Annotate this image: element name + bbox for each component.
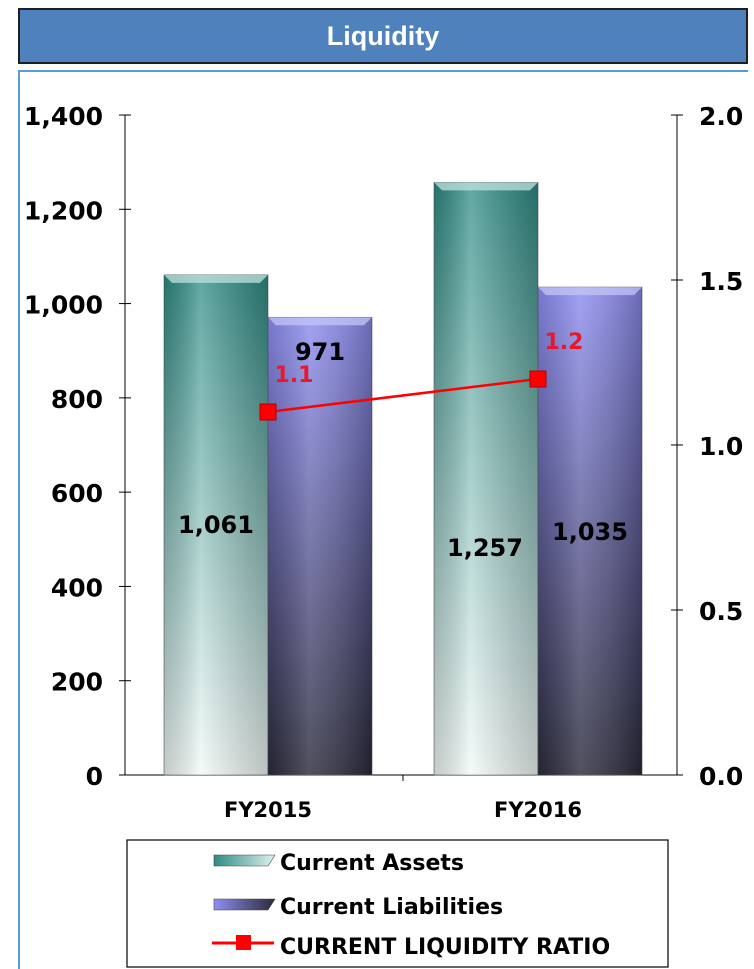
legend-label: CURRENT LIQUIDITY RATIO xyxy=(280,935,610,960)
ratio-marker xyxy=(529,370,547,388)
current-liabilities-bar xyxy=(267,316,373,776)
left-axis-tick-label: 600 xyxy=(51,479,103,508)
right-axis-tick-label: 1.0 xyxy=(699,432,743,461)
legend-label: Current Assets xyxy=(280,851,464,876)
current-assets-bar xyxy=(433,182,539,776)
bar-data-label: 1,257 xyxy=(447,534,523,562)
chart-title-bar: Liquidity xyxy=(18,8,748,64)
left-axis-tick-label: 200 xyxy=(51,668,103,697)
left-axis-tick-label: 800 xyxy=(51,385,103,414)
legend-label: Current Liabilities xyxy=(280,895,503,920)
legend-swatch-current-assets xyxy=(213,854,276,867)
legend-swatch-ratio xyxy=(212,935,274,950)
chart-panel xyxy=(18,70,748,969)
right-axis-tick-label: 0.5 xyxy=(699,597,743,626)
x-axis-category-label: FY2015 xyxy=(224,798,312,822)
legend-swatch-current-liabilities xyxy=(213,898,276,911)
left-axis-tick-label: 1,200 xyxy=(24,196,103,225)
current-liabilities-bar xyxy=(537,286,643,776)
ratio-line xyxy=(267,377,539,414)
right-axis-tick-label: 0.0 xyxy=(699,762,743,791)
right-axis-tick-label: 1.5 xyxy=(699,267,743,296)
ratio-data-label: 1.2 xyxy=(545,330,584,355)
current-assets-bar xyxy=(163,274,269,776)
ratio-data-label: 1.1 xyxy=(275,363,314,388)
left-axis-tick-label: 1,400 xyxy=(24,102,103,131)
right-axis-tick-label: 2.0 xyxy=(699,102,743,131)
x-axis-category-label: FY2016 xyxy=(494,798,582,822)
bar-data-label: 1,061 xyxy=(178,511,254,539)
left-axis-tick-label: 0 xyxy=(86,762,103,791)
left-axis-tick-label: 400 xyxy=(51,573,103,602)
bar-data-label: 1,035 xyxy=(552,518,628,546)
chart-title: Liquidity xyxy=(326,20,440,51)
ratio-marker xyxy=(259,403,277,421)
bar-data-label: 971 xyxy=(295,338,345,366)
left-axis-tick-label: 1,000 xyxy=(24,291,103,320)
